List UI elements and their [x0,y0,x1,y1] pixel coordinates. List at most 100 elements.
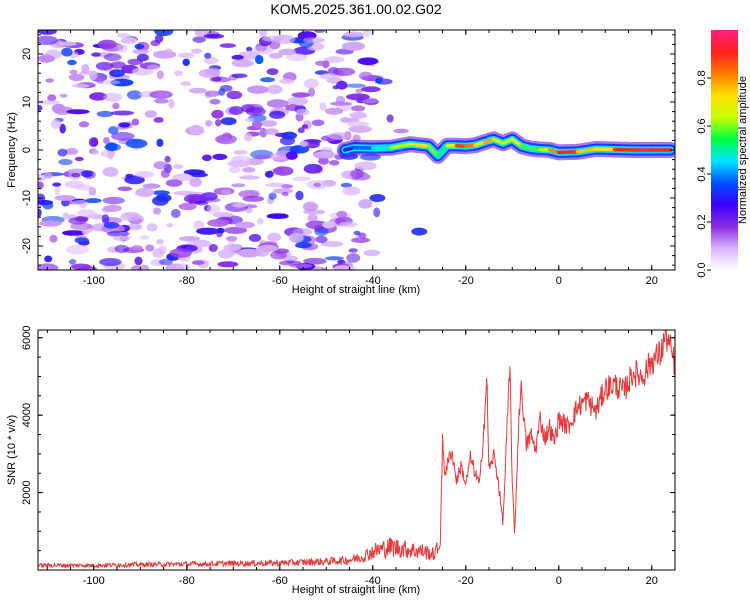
noise-blob [126,90,143,100]
noise-blob-strong [411,227,428,236]
noise-blob [347,121,369,127]
noise-blob [319,102,327,111]
noise-blob [314,30,326,33]
noise-blob-strong [220,117,237,126]
noise-blob [231,183,246,188]
noise-blob [89,92,107,101]
noise-blob [68,217,88,225]
noise-blob [386,114,394,123]
noise-blob [314,227,329,236]
noise-blob [267,232,281,242]
noise-blob [180,81,192,86]
noise-blob [111,132,135,141]
noise-blob [62,212,70,220]
snr-x-label: Height of straight line (km) [292,584,420,596]
ridge-core-segment [612,147,635,152]
noise-blob [212,212,234,218]
spectrogram-y-tick-label: 20 [21,48,33,60]
noise-blob [218,88,226,96]
noise-blob [266,99,289,108]
noise-blob [155,239,164,245]
noise-blob [96,110,114,118]
noise-blob [330,101,352,106]
noise-blob [324,256,344,261]
noise-blob [286,151,298,160]
noise-blob [177,52,195,59]
noise-blob [99,258,122,266]
noise-blob [243,133,253,142]
noise-blob [164,155,171,163]
noise-blob [303,37,325,43]
noise-blob [166,223,174,228]
noise-blob [189,177,202,187]
noise-blob [153,117,164,123]
noise-blob [131,265,142,270]
noise-blob [191,48,202,54]
noise-blob [288,233,299,242]
noise-blob [235,221,255,229]
noise-blob [100,149,116,158]
noise-blob [289,145,310,154]
noise-blob [333,67,356,77]
colorbar-tick-label: 0.2 [696,214,708,229]
noise-blob [281,184,293,189]
noise-blob [324,107,344,115]
noise-blob [192,36,206,43]
noise-blob [156,70,164,80]
noise-blob [207,219,230,227]
noise-blob [219,43,236,48]
noise-blob [100,80,121,85]
noise-blob [145,244,155,252]
noise-blob [105,142,118,152]
noise-blob-strong [369,194,386,202]
noise-blob [204,52,212,59]
noise-blob [254,54,264,65]
noise-blob [88,137,99,148]
noise-blob [154,34,164,43]
noise-blob [191,260,205,265]
noise-blob [146,64,161,71]
noise-blob [303,257,327,265]
ridge-core-segment [436,143,449,158]
noise-blob [301,124,309,129]
noise-blob [87,213,105,220]
noise-blob [59,93,68,98]
colorbar: 0.0 0.2 0.4 0.6 0.8 Normalized spectral ampl… [696,30,749,278]
colorbar-tick-label: 0.8 [696,70,708,85]
noise-blob [165,179,183,187]
noise-blob [117,44,128,53]
noise-blob [351,105,366,112]
figure-title: KOM5.2025.361.00.02.G02 [270,1,441,17]
noise-blob [261,120,278,127]
noise-blob [260,77,275,83]
noise-blob [228,106,244,115]
noise-blob [144,110,157,118]
noise-blob [103,222,120,229]
noise-blob [209,76,231,83]
noise-blob [88,70,98,81]
noise-blob [245,117,255,123]
noise-blob [348,125,372,133]
noise-blob [304,140,320,149]
noise-blob [204,90,220,97]
noise-blob [203,33,225,39]
noise-blob [38,100,60,105]
noise-blob [292,176,312,181]
snr-y-tick-label: 2000 [21,480,33,504]
noise-blob [205,67,221,77]
noise-blob [178,202,197,211]
noise-blob [96,77,104,84]
noise-blob [342,186,361,196]
noise-blob [242,167,256,173]
noise-blob [54,195,76,201]
noise-blob [54,186,61,196]
noise-blob [279,78,295,85]
noise-blob [266,68,279,76]
noise-blob [103,92,123,102]
noise-blob [208,244,218,252]
noise-blob [311,119,325,127]
noise-blob [172,173,193,182]
noise-blob [97,39,117,50]
noise-blob [295,242,312,249]
noise-blob [196,227,220,235]
